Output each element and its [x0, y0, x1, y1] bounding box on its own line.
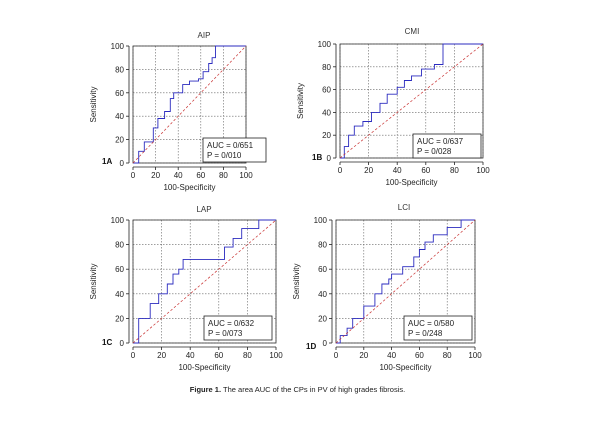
y-tick-label: 40 — [115, 290, 124, 299]
figure-caption: Figure 1. The area AUC of the CPs in PV … — [0, 385, 595, 394]
x-tick-label: 60 — [196, 171, 205, 180]
p-value-text: P = 0/028 — [417, 147, 452, 156]
y-tick-label: 40 — [115, 112, 124, 121]
y-tick-label: 20 — [115, 314, 124, 323]
x-axis-label: 100-Specificity — [163, 183, 215, 192]
y-axis-label: Sensitivity — [89, 86, 98, 122]
auc-value-text: AUC = 0/632 — [208, 319, 255, 328]
reference-diagonal-line — [132, 45, 247, 164]
x-tick-label: 100 — [239, 171, 253, 180]
x-tick-label: 40 — [186, 351, 195, 360]
auc-box — [202, 137, 267, 163]
p-value-text: P = 0/073 — [208, 329, 243, 338]
roc-panel-1d: 0 20 40 60 80 100 0 20 40 60 80 100 LCI 100-Specifici… — [292, 203, 482, 372]
auc-value-text: AUC = 0/580 — [408, 319, 455, 328]
reference-diagonal-line — [339, 43, 484, 159]
panel-id-label: 1C — [102, 338, 112, 347]
roc-curve-line — [336, 219, 475, 344]
x-tick-label: 100 — [476, 166, 490, 175]
x-tick-label: 40 — [387, 351, 396, 360]
caption-text: The area AUC of the CPs in PV of high gr… — [223, 385, 406, 394]
plot-frame — [132, 45, 247, 164]
p-value-text: P = 0/248 — [408, 329, 443, 338]
auc-box — [203, 315, 273, 341]
roc-panel-1a: 0 20 40 60 80 100 0 20 40 60 80 100 AIP 100-Specifici… — [89, 31, 267, 192]
y-tick-label: 80 — [322, 63, 331, 72]
roc-panel-1c: 0 20 40 60 80 100 0 20 40 60 80 100 LAP 100-Specifici… — [89, 205, 283, 372]
panel-title: LCI — [398, 203, 410, 212]
plot-frame — [339, 43, 484, 159]
y-tick-label: 0 — [323, 339, 328, 348]
x-axis-label: 100-Specificity — [379, 363, 431, 372]
x-tick-label: 60 — [421, 166, 430, 175]
panel-title: AIP — [198, 31, 211, 40]
x-tick-label: 80 — [219, 171, 228, 180]
panel-id-label: 1D — [306, 342, 316, 351]
y-tick-label: 20 — [322, 131, 331, 140]
y-tick-label: 100 — [314, 216, 328, 225]
x-tick-label: 80 — [443, 351, 452, 360]
roc-panel-1b: 0 20 40 60 80 100 0 20 40 60 80 100 CMI 100-Specifici… — [296, 27, 490, 187]
roc-curve-line — [133, 219, 276, 344]
panel-title: LAP — [196, 205, 211, 214]
auc-box — [403, 315, 473, 341]
x-tick-label: 40 — [393, 166, 402, 175]
panel-title: CMI — [405, 27, 420, 36]
x-tick-label: 0 — [338, 166, 343, 175]
y-tick-label: 40 — [322, 108, 331, 117]
auc-value-text: AUC = 0/651 — [207, 141, 254, 150]
x-tick-label: 20 — [359, 351, 368, 360]
plot-frame — [335, 219, 476, 344]
p-value-text: P = 0/010 — [207, 151, 242, 160]
x-tick-label: 20 — [151, 171, 160, 180]
y-axis-label: Sensitivity — [296, 83, 305, 119]
y-tick-label: 0 — [120, 339, 125, 348]
y-tick-label: 0 — [327, 154, 332, 163]
plot-frame — [132, 219, 277, 344]
y-tick-label: 40 — [318, 290, 327, 299]
x-axis-label: 100-Specificity — [385, 178, 437, 187]
y-tick-label: 100 — [111, 42, 125, 51]
x-tick-label: 0 — [131, 351, 136, 360]
x-tick-label: 0 — [131, 171, 136, 180]
x-tick-label: 60 — [214, 351, 223, 360]
x-tick-label: 80 — [243, 351, 252, 360]
y-tick-label: 60 — [115, 265, 124, 274]
panel-id-label: 1A — [102, 157, 112, 166]
y-tick-label: 100 — [111, 216, 125, 225]
x-tick-label: 20 — [157, 351, 166, 360]
caption-label: Figure 1. — [189, 385, 222, 394]
y-tick-label: 60 — [318, 265, 327, 274]
y-axis-label: Sensitivity — [292, 263, 301, 299]
y-axis-label: Sensitivity — [89, 263, 98, 299]
y-tick-label: 20 — [318, 314, 327, 323]
y-tick-label: 20 — [115, 136, 124, 145]
x-tick-label: 0 — [334, 351, 339, 360]
auc-box — [412, 133, 482, 159]
y-tick-label: 100 — [318, 40, 332, 49]
x-tick-label: 20 — [364, 166, 373, 175]
y-tick-label: 80 — [318, 241, 327, 250]
y-tick-label: 80 — [115, 241, 124, 250]
y-tick-label: 60 — [322, 86, 331, 95]
x-axis-label: 100-Specificity — [178, 363, 230, 372]
reference-diagonal-line — [335, 219, 476, 344]
y-tick-label: 80 — [115, 65, 124, 74]
x-tick-label: 60 — [415, 351, 424, 360]
panel-id-label: 1B — [312, 153, 322, 162]
x-tick-label: 100 — [468, 351, 482, 360]
y-tick-label: 60 — [115, 89, 124, 98]
x-tick-label: 40 — [174, 171, 183, 180]
x-tick-label: 100 — [269, 351, 283, 360]
y-tick-label: 0 — [120, 159, 125, 168]
auc-value-text: AUC = 0/637 — [417, 137, 464, 146]
x-tick-label: 80 — [450, 166, 459, 175]
roc-curve-line — [340, 43, 483, 159]
